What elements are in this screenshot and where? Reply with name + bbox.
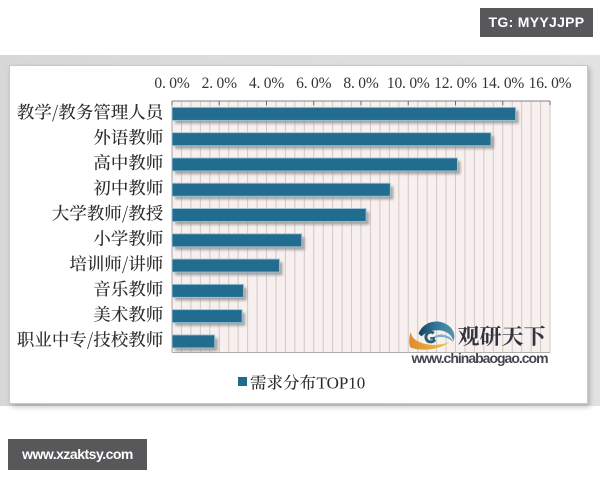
svg-text:8. 0%: 8. 0% <box>343 75 378 92</box>
svg-text:0. 0%: 0. 0% <box>154 75 189 92</box>
svg-text:12. 0%: 12. 0% <box>434 75 477 92</box>
svg-text:10. 0%: 10. 0% <box>387 75 430 92</box>
svg-text:4. 0%: 4. 0% <box>249 75 284 92</box>
svg-text:6. 0%: 6. 0% <box>296 75 331 92</box>
svg-text:TOP10: TOP10 <box>317 374 366 393</box>
svg-text:16. 0%: 16. 0% <box>529 75 572 92</box>
svg-text:14. 0%: 14. 0% <box>481 75 524 92</box>
svg-text:2. 0%: 2. 0% <box>202 75 237 92</box>
svg-text:www.chinabaogao.com: www.chinabaogao.com <box>411 350 549 366</box>
